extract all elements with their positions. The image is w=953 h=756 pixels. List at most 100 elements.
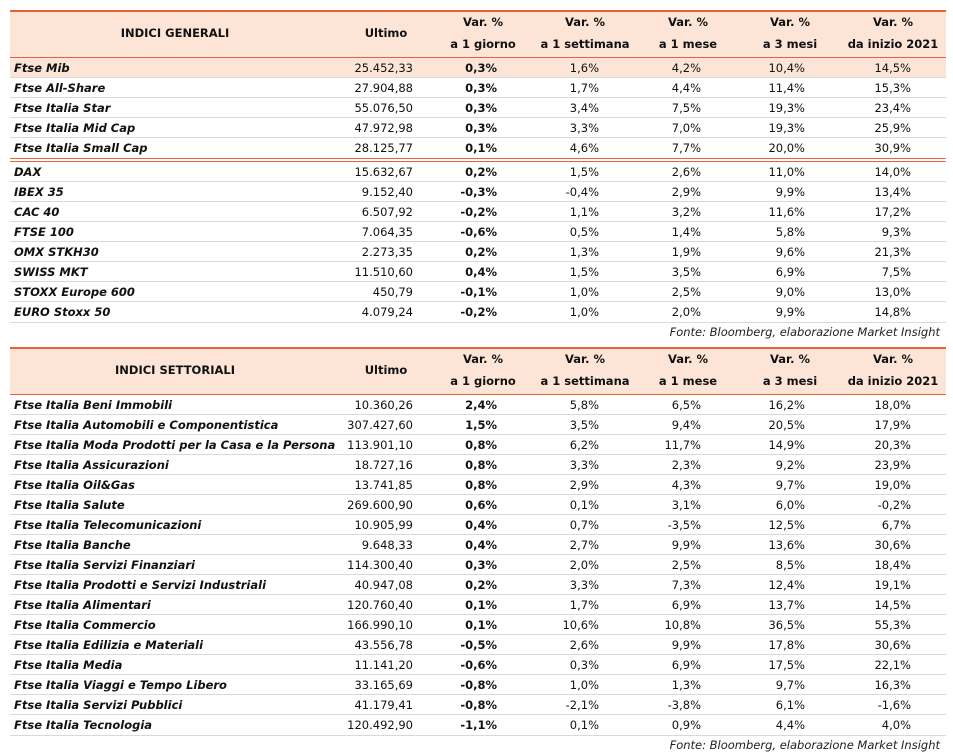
cell: 14,8% (874, 305, 911, 319)
header-col: Var. % (463, 15, 503, 29)
cell: 0,3% (465, 61, 497, 75)
row-rule (10, 594, 946, 595)
row-name: Ftse Italia Tecnologia (14, 718, 153, 732)
cell: 2,0% (671, 305, 701, 319)
cell: 9,9% (775, 185, 805, 199)
cell: 19,3% (768, 101, 805, 115)
cell: 15.632,67 (354, 165, 413, 179)
cell: 6,2% (569, 438, 599, 452)
row-name: DAX (14, 165, 42, 179)
cell: 18.727,16 (354, 458, 413, 472)
cell: 0,2% (465, 578, 497, 592)
row-name: Ftse All-Share (14, 81, 106, 95)
row-name: Ftse Italia Moda Prodotti per la Casa e … (14, 438, 336, 452)
cell: 1,9% (671, 245, 701, 259)
row-rule (10, 634, 946, 635)
cell: 30,6% (874, 538, 911, 552)
cell: 2,6% (569, 638, 599, 652)
row-rule (10, 554, 946, 555)
cell: 1,4% (671, 225, 701, 239)
cell: 450,79 (372, 285, 413, 299)
cell: 307.427,60 (347, 418, 413, 432)
header-col: da inizio 2021 (847, 374, 939, 388)
cell: 0,1% (569, 718, 599, 732)
cell: 3,3% (569, 458, 599, 472)
row-name: Ftse Italia Banche (14, 538, 131, 552)
cell: 2,9% (569, 478, 599, 492)
cell: 7.064,35 (361, 225, 413, 239)
cell: 9,7% (775, 478, 805, 492)
cell: 7,7% (671, 141, 701, 155)
cell: -0,6% (460, 658, 497, 672)
row-rule (10, 614, 946, 615)
cell: 13,6% (768, 538, 805, 552)
cell: 6,9% (775, 265, 805, 279)
row-name: IBEX 35 (14, 185, 64, 199)
cell: 0,7% (569, 518, 599, 532)
row-rule (10, 97, 946, 98)
cell: 12,4% (768, 578, 805, 592)
rule (10, 57, 946, 58)
cell: 23,4% (874, 101, 911, 115)
row-name: Ftse Italia Edilizia e Materiali (14, 638, 204, 652)
cell: 1,1% (569, 205, 599, 219)
row-name: Ftse Italia Mid Cap (14, 121, 136, 135)
cell: 4,2% (671, 61, 701, 75)
cell: 16,3% (874, 678, 911, 692)
cell: 9.648,33 (361, 538, 413, 552)
cell: -2,1% (565, 698, 599, 712)
row-rule (10, 654, 946, 655)
cell: 33.165,69 (354, 678, 413, 692)
cell: 10,8% (664, 618, 701, 632)
cell: 13.741,85 (354, 478, 413, 492)
cell: 7,0% (671, 121, 701, 135)
cell: 11,4% (768, 81, 805, 95)
header-col: da inizio 2021 (847, 37, 939, 51)
cell: 11,0% (768, 165, 805, 179)
row-rule (10, 574, 946, 575)
header-col: Var. % (770, 15, 810, 29)
cell: 1,3% (671, 678, 701, 692)
row-rule (10, 454, 946, 455)
header-col: a 3 mesi (762, 37, 818, 51)
header-col: Var. % (668, 15, 708, 29)
cell: 7,3% (671, 578, 701, 592)
row-highlight (10, 58, 946, 77)
cell: 2,3% (671, 458, 701, 472)
source: Fonte: Bloomberg, elaborazione Market In… (669, 325, 940, 339)
cell: 0,3% (569, 658, 599, 672)
cell: 7,5% (671, 101, 701, 115)
cell: 10.360,26 (354, 398, 413, 412)
cell: 0,1% (569, 498, 599, 512)
row-rule (10, 414, 946, 415)
cell: 1,0% (569, 678, 599, 692)
cell: -0,2% (460, 305, 497, 319)
row-name: Ftse Italia Viaggi e Tempo Libero (14, 678, 227, 692)
header-title: INDICI SETTORIALI (115, 363, 235, 377)
cell: 2,6% (671, 165, 701, 179)
cell: 1,5% (465, 418, 497, 432)
row-rule (10, 514, 946, 515)
row-rule (10, 241, 946, 242)
rule (10, 10, 946, 12)
cell: 17,2% (874, 205, 911, 219)
row-name: OMX STKH30 (14, 245, 99, 259)
cell: 10.905,99 (354, 518, 413, 532)
cell: 3,2% (671, 205, 701, 219)
cell: 23,9% (874, 458, 911, 472)
cell: 9,4% (671, 418, 701, 432)
cell: 20,3% (874, 438, 911, 452)
cell: 0,3% (465, 121, 497, 135)
cell: 21,3% (874, 245, 911, 259)
header-bg (10, 348, 946, 394)
cell: 30,9% (874, 141, 911, 155)
cell: 19,1% (874, 578, 911, 592)
row-rule (10, 534, 946, 535)
cell: 13,0% (874, 285, 911, 299)
cell: 0,2% (465, 165, 497, 179)
cell: 0,1% (465, 598, 497, 612)
cell: -0,3% (460, 185, 497, 199)
cell: 114.300,40 (347, 558, 413, 572)
cell: 19,0% (874, 478, 911, 492)
